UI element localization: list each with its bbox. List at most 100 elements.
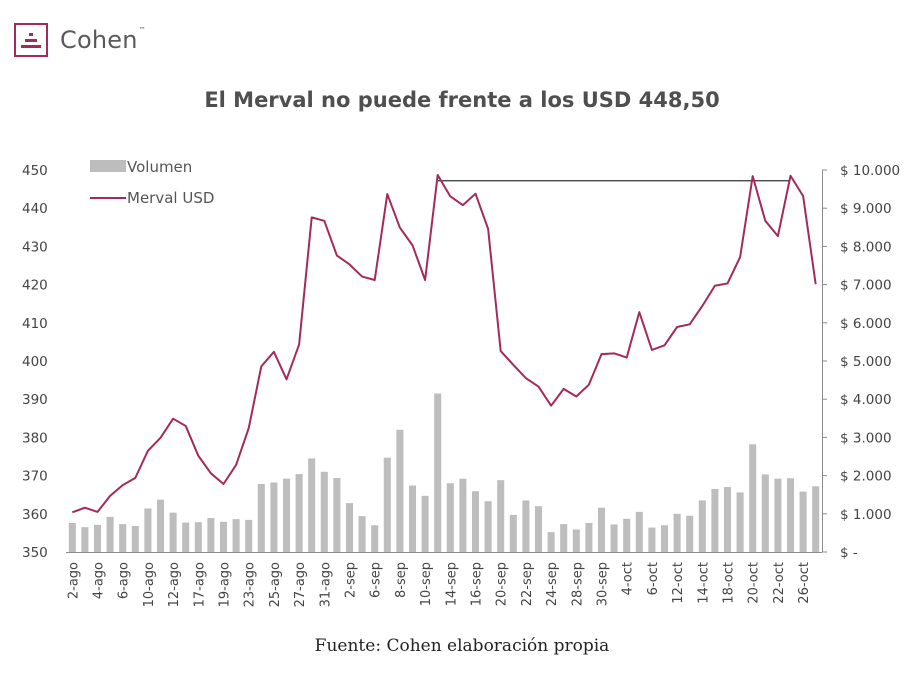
right-axis-tick: $ 1.000	[840, 507, 892, 523]
volume-bar-5-oct	[635, 511, 643, 552]
x-axis-tick: 14-sep	[444, 562, 459, 606]
volume-bar-12-ago	[169, 512, 177, 552]
volume-bar-27-sep	[560, 524, 568, 552]
volume-bar-21-oct	[761, 474, 769, 552]
volume-bar-24-ago	[257, 484, 265, 552]
volume-bars	[68, 393, 820, 552]
x-axis-tick: 31-ago	[318, 562, 333, 607]
volume-bar-11-ago	[156, 499, 165, 552]
volume-bar-24-sep	[547, 532, 555, 552]
volume-bar-25-oct	[786, 478, 795, 552]
chart: 350 360 370 380 390 400 410 420 430 440 450 $ - $ 1…	[22, 158, 900, 607]
volume-bar-22-sep	[522, 500, 530, 552]
volume-bar-21-sep	[509, 514, 517, 552]
volume-bar-18-oct	[723, 487, 732, 552]
right-axis-tick: $ -	[840, 545, 858, 561]
right-axis-labels: $ - $ 1.000 $ 2.000 $ 3.000 $ 4.000 $ 5.000 $ …	[840, 163, 900, 561]
right-axis-tick: $ 4.000	[840, 392, 892, 408]
volume-bar-28-sep	[572, 529, 580, 552]
volume-bar-10-ago	[144, 508, 152, 552]
volume-bar-20-oct	[749, 444, 757, 552]
volume-bar-2-ago	[68, 522, 76, 552]
volume-bar-9-sep	[408, 485, 417, 552]
right-axis-tick: $ 9.000	[840, 201, 892, 217]
x-axis-tick: 19-ago	[218, 562, 233, 607]
volume-bar-8-sep	[396, 429, 404, 552]
volume-bar-13-oct	[686, 515, 694, 552]
x-axis-labels: 2-ago 4-ago 6-ago 10-ago 12-ago 17-ago 19-ago 2…	[66, 562, 812, 607]
right-axis-tick: $ 3.000	[840, 430, 892, 446]
volume-bar-14-sep	[446, 483, 454, 552]
x-axis-tick: 28-sep	[570, 562, 585, 606]
legend-label-volumen: Volumen	[127, 158, 192, 176]
cohen-logo-icon	[14, 23, 48, 57]
volume-bar-13-ago	[182, 522, 190, 552]
volume-bar-9-ago	[131, 526, 139, 552]
volume-bar-17-sep	[484, 501, 492, 552]
left-axis-labels: 350 360 370 380 390 400 410 420 430 440 450	[22, 163, 48, 561]
right-axis-tick: $ 6.000	[840, 316, 892, 332]
volume-bar-18-ago	[207, 518, 215, 552]
volume-bar-1-sep	[333, 477, 341, 552]
volume-bar-1-oct	[610, 524, 618, 552]
volume-bar-27-oct	[812, 486, 820, 552]
right-axis-tick: $ 8.000	[840, 239, 892, 255]
x-axis-tick: 20-oct	[747, 562, 762, 604]
legend: Volumen Merval USD	[90, 158, 214, 207]
volume-bar-23-sep	[534, 506, 543, 552]
x-axis-tick: 27-ago	[293, 562, 308, 607]
volume-bar-22-oct	[774, 478, 782, 552]
x-axis-tick: 12-ago	[167, 562, 182, 607]
volume-bar-10-sep	[421, 495, 429, 552]
left-axis-tick: 430	[22, 239, 48, 255]
x-axis-tick: 22-oct	[772, 562, 787, 604]
volume-bar-6-ago	[119, 524, 127, 552]
volume-bar-16-sep	[471, 491, 480, 552]
volume-bar-6-oct	[648, 527, 656, 552]
volume-bar-29-sep	[585, 522, 593, 552]
volume-bar-30-ago	[308, 458, 316, 552]
x-axis-tick: 25-ago	[268, 562, 283, 607]
volume-bar-23-ago	[245, 519, 253, 552]
left-axis-tick: 450	[22, 163, 48, 179]
chart-title: El Merval no puede frente a los USD 448,…	[204, 88, 720, 112]
x-axis-tick: 4-oct	[621, 562, 636, 595]
left-axis-tick: 360	[22, 507, 48, 523]
left-axis-tick: 350	[22, 545, 48, 561]
left-axis-tick: 400	[22, 354, 48, 370]
left-axis-tick: 440	[22, 201, 48, 217]
volume-bar-3-ago	[81, 527, 89, 552]
x-axis-tick: 6-sep	[369, 562, 384, 598]
volume-bar-17-ago	[194, 522, 202, 552]
volume-bar-12-oct	[673, 513, 681, 552]
right-axis-tick: $ 7.000	[840, 278, 892, 294]
volume-bar-4-ago	[93, 524, 102, 552]
volume-bar-14-oct	[698, 500, 706, 552]
volume-bar-26-ago	[282, 478, 291, 552]
volume-bar-2-sep	[345, 503, 354, 552]
volume-bar-25-ago	[270, 482, 278, 552]
x-axis-tick: 23-ago	[243, 562, 258, 607]
volume-bar-20-sep	[497, 480, 505, 552]
left-axis-tick: 410	[22, 316, 48, 332]
merval-usd-line	[71, 173, 817, 514]
volume-bar-4-oct	[623, 518, 631, 552]
right-axis-tick: $ 10.000	[840, 163, 900, 179]
volume-bar-19-oct	[736, 492, 744, 552]
volume-bar-15-sep	[459, 478, 467, 552]
volume-bar-27-ago	[295, 474, 303, 552]
right-axis-tick: $ 5.000	[840, 354, 892, 370]
volume-bar-6-sep	[371, 525, 379, 552]
x-axis-tick: 6-oct	[646, 562, 661, 595]
source-note: Fuente: Cohen elaboración propia	[314, 636, 610, 656]
volume-bar-5-ago	[106, 516, 114, 552]
x-axis-tick: 6-ago	[117, 562, 132, 599]
x-axis-tick: 4-ago	[92, 562, 107, 599]
x-axis-tick: 17-ago	[192, 562, 207, 607]
axes	[66, 169, 827, 553]
legend-swatch-volumen	[90, 160, 126, 172]
volume-bar-15-oct	[711, 488, 719, 552]
x-axis-tick: 14-oct	[696, 562, 711, 604]
x-axis-tick: 22-sep	[520, 562, 535, 606]
left-axis-tick: 370	[22, 469, 48, 485]
